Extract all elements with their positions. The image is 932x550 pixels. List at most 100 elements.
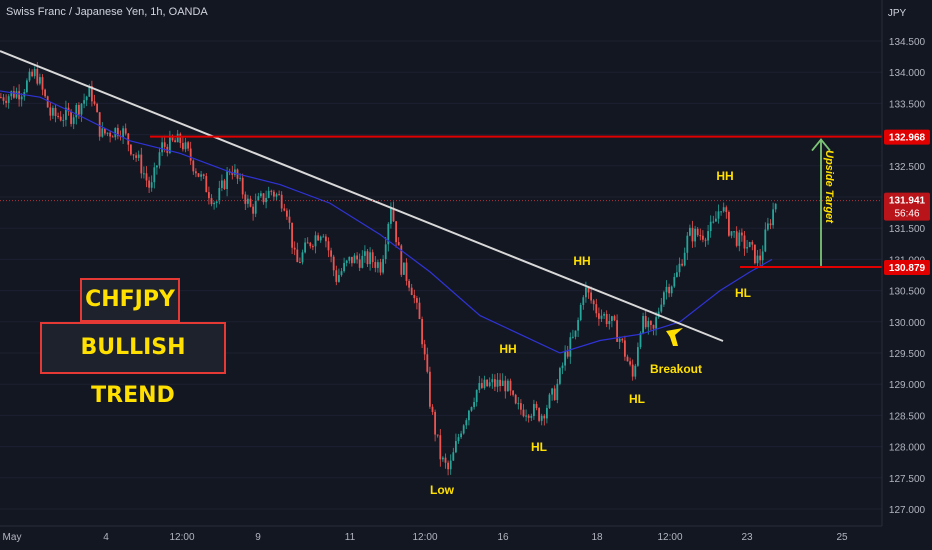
candle-body bbox=[44, 89, 46, 97]
candle-body bbox=[351, 256, 353, 264]
candle-body bbox=[395, 221, 397, 243]
candle-body bbox=[267, 190, 270, 198]
candle-body bbox=[88, 85, 91, 97]
candle-body bbox=[176, 133, 179, 143]
candle-body bbox=[553, 388, 556, 400]
candle-body bbox=[673, 276, 676, 287]
candle-body bbox=[712, 221, 715, 223]
candle-body bbox=[187, 142, 189, 149]
candle-body bbox=[218, 187, 221, 202]
candle-body bbox=[439, 435, 442, 460]
upside-target-arrowhead bbox=[811, 138, 831, 152]
candle-body bbox=[0, 97, 2, 99]
candle-body bbox=[462, 425, 465, 434]
candle-body bbox=[390, 207, 392, 224]
candle-body bbox=[377, 262, 379, 268]
candle-body bbox=[403, 262, 405, 275]
candle-body bbox=[117, 127, 119, 137]
candle-body bbox=[195, 171, 197, 174]
candle-body bbox=[226, 171, 228, 190]
candle-body bbox=[665, 286, 668, 293]
candle-body bbox=[127, 133, 130, 145]
candle-body bbox=[20, 96, 23, 100]
candle-body bbox=[340, 271, 343, 276]
candle-body bbox=[652, 324, 655, 329]
target-price-tag-bg bbox=[884, 129, 930, 145]
candle-body bbox=[494, 379, 496, 387]
candle-body bbox=[109, 132, 111, 137]
candle-body bbox=[366, 251, 369, 265]
candle-body bbox=[312, 246, 314, 248]
candle-body bbox=[655, 317, 657, 329]
candle-body bbox=[262, 193, 265, 203]
time-axis-bg bbox=[0, 526, 932, 550]
candle-body bbox=[668, 286, 670, 294]
trend-box: BULLISH TREND bbox=[40, 322, 226, 408]
candle-body bbox=[540, 415, 543, 421]
candle-body bbox=[637, 347, 639, 366]
candle-body bbox=[41, 77, 44, 90]
candle-body bbox=[611, 316, 613, 321]
candle-body bbox=[429, 371, 431, 407]
x-tick-label: 11 bbox=[345, 532, 356, 543]
candle-body bbox=[343, 262, 345, 272]
hh-label: HH bbox=[716, 169, 733, 183]
candle-body bbox=[613, 316, 616, 321]
y-tick-label: 127.500 bbox=[889, 474, 926, 485]
hl-label: HL bbox=[629, 392, 645, 406]
candle-body bbox=[387, 223, 390, 245]
breakout-label: Breakout bbox=[650, 362, 702, 376]
candle-body bbox=[722, 207, 725, 212]
x-tick-label: 12:00 bbox=[169, 532, 194, 543]
candle-body bbox=[520, 403, 522, 410]
candle-body bbox=[501, 380, 504, 387]
candle-body bbox=[676, 272, 678, 277]
candle-body bbox=[148, 180, 150, 188]
target-price-tag: 132.968 bbox=[889, 133, 926, 144]
candle-body bbox=[314, 235, 317, 247]
candle-body bbox=[444, 457, 447, 463]
candle-body bbox=[670, 286, 673, 294]
candle-body bbox=[504, 380, 507, 392]
candle-body bbox=[10, 91, 13, 97]
candle-body bbox=[39, 77, 41, 84]
candle-body bbox=[434, 411, 436, 435]
candle-body bbox=[67, 107, 70, 112]
candle-body bbox=[161, 142, 163, 153]
candle-body bbox=[361, 255, 364, 268]
candle-body bbox=[769, 223, 772, 226]
candle-body bbox=[746, 247, 748, 249]
candle-body bbox=[556, 383, 559, 400]
candle-body bbox=[683, 252, 686, 266]
candle-body bbox=[527, 415, 530, 418]
candle-body bbox=[57, 115, 59, 117]
candle-body bbox=[457, 437, 460, 442]
candle-body bbox=[478, 383, 481, 390]
candle-body bbox=[496, 379, 499, 387]
candle-body bbox=[104, 128, 106, 134]
candle-body bbox=[163, 142, 166, 147]
candle-body bbox=[530, 416, 533, 418]
candle-body bbox=[735, 231, 738, 246]
candle-body bbox=[585, 287, 587, 298]
candle-body bbox=[774, 203, 777, 210]
candle-body bbox=[135, 155, 137, 158]
candle-body bbox=[379, 262, 382, 273]
candle-body bbox=[260, 193, 262, 197]
candle-body bbox=[748, 242, 751, 248]
candle-body bbox=[197, 173, 200, 177]
candle-body bbox=[49, 107, 52, 116]
candle-body bbox=[348, 256, 351, 261]
candle-body bbox=[639, 332, 642, 348]
candle-body bbox=[26, 80, 28, 93]
candle-body bbox=[18, 91, 20, 100]
candle-body bbox=[371, 252, 374, 263]
candle-body bbox=[426, 354, 429, 372]
candle-body bbox=[327, 241, 330, 251]
candle-body bbox=[741, 232, 743, 236]
candle-body bbox=[582, 297, 585, 305]
candle-body bbox=[715, 218, 717, 222]
candle-body bbox=[442, 457, 444, 460]
candle-body bbox=[574, 330, 577, 337]
